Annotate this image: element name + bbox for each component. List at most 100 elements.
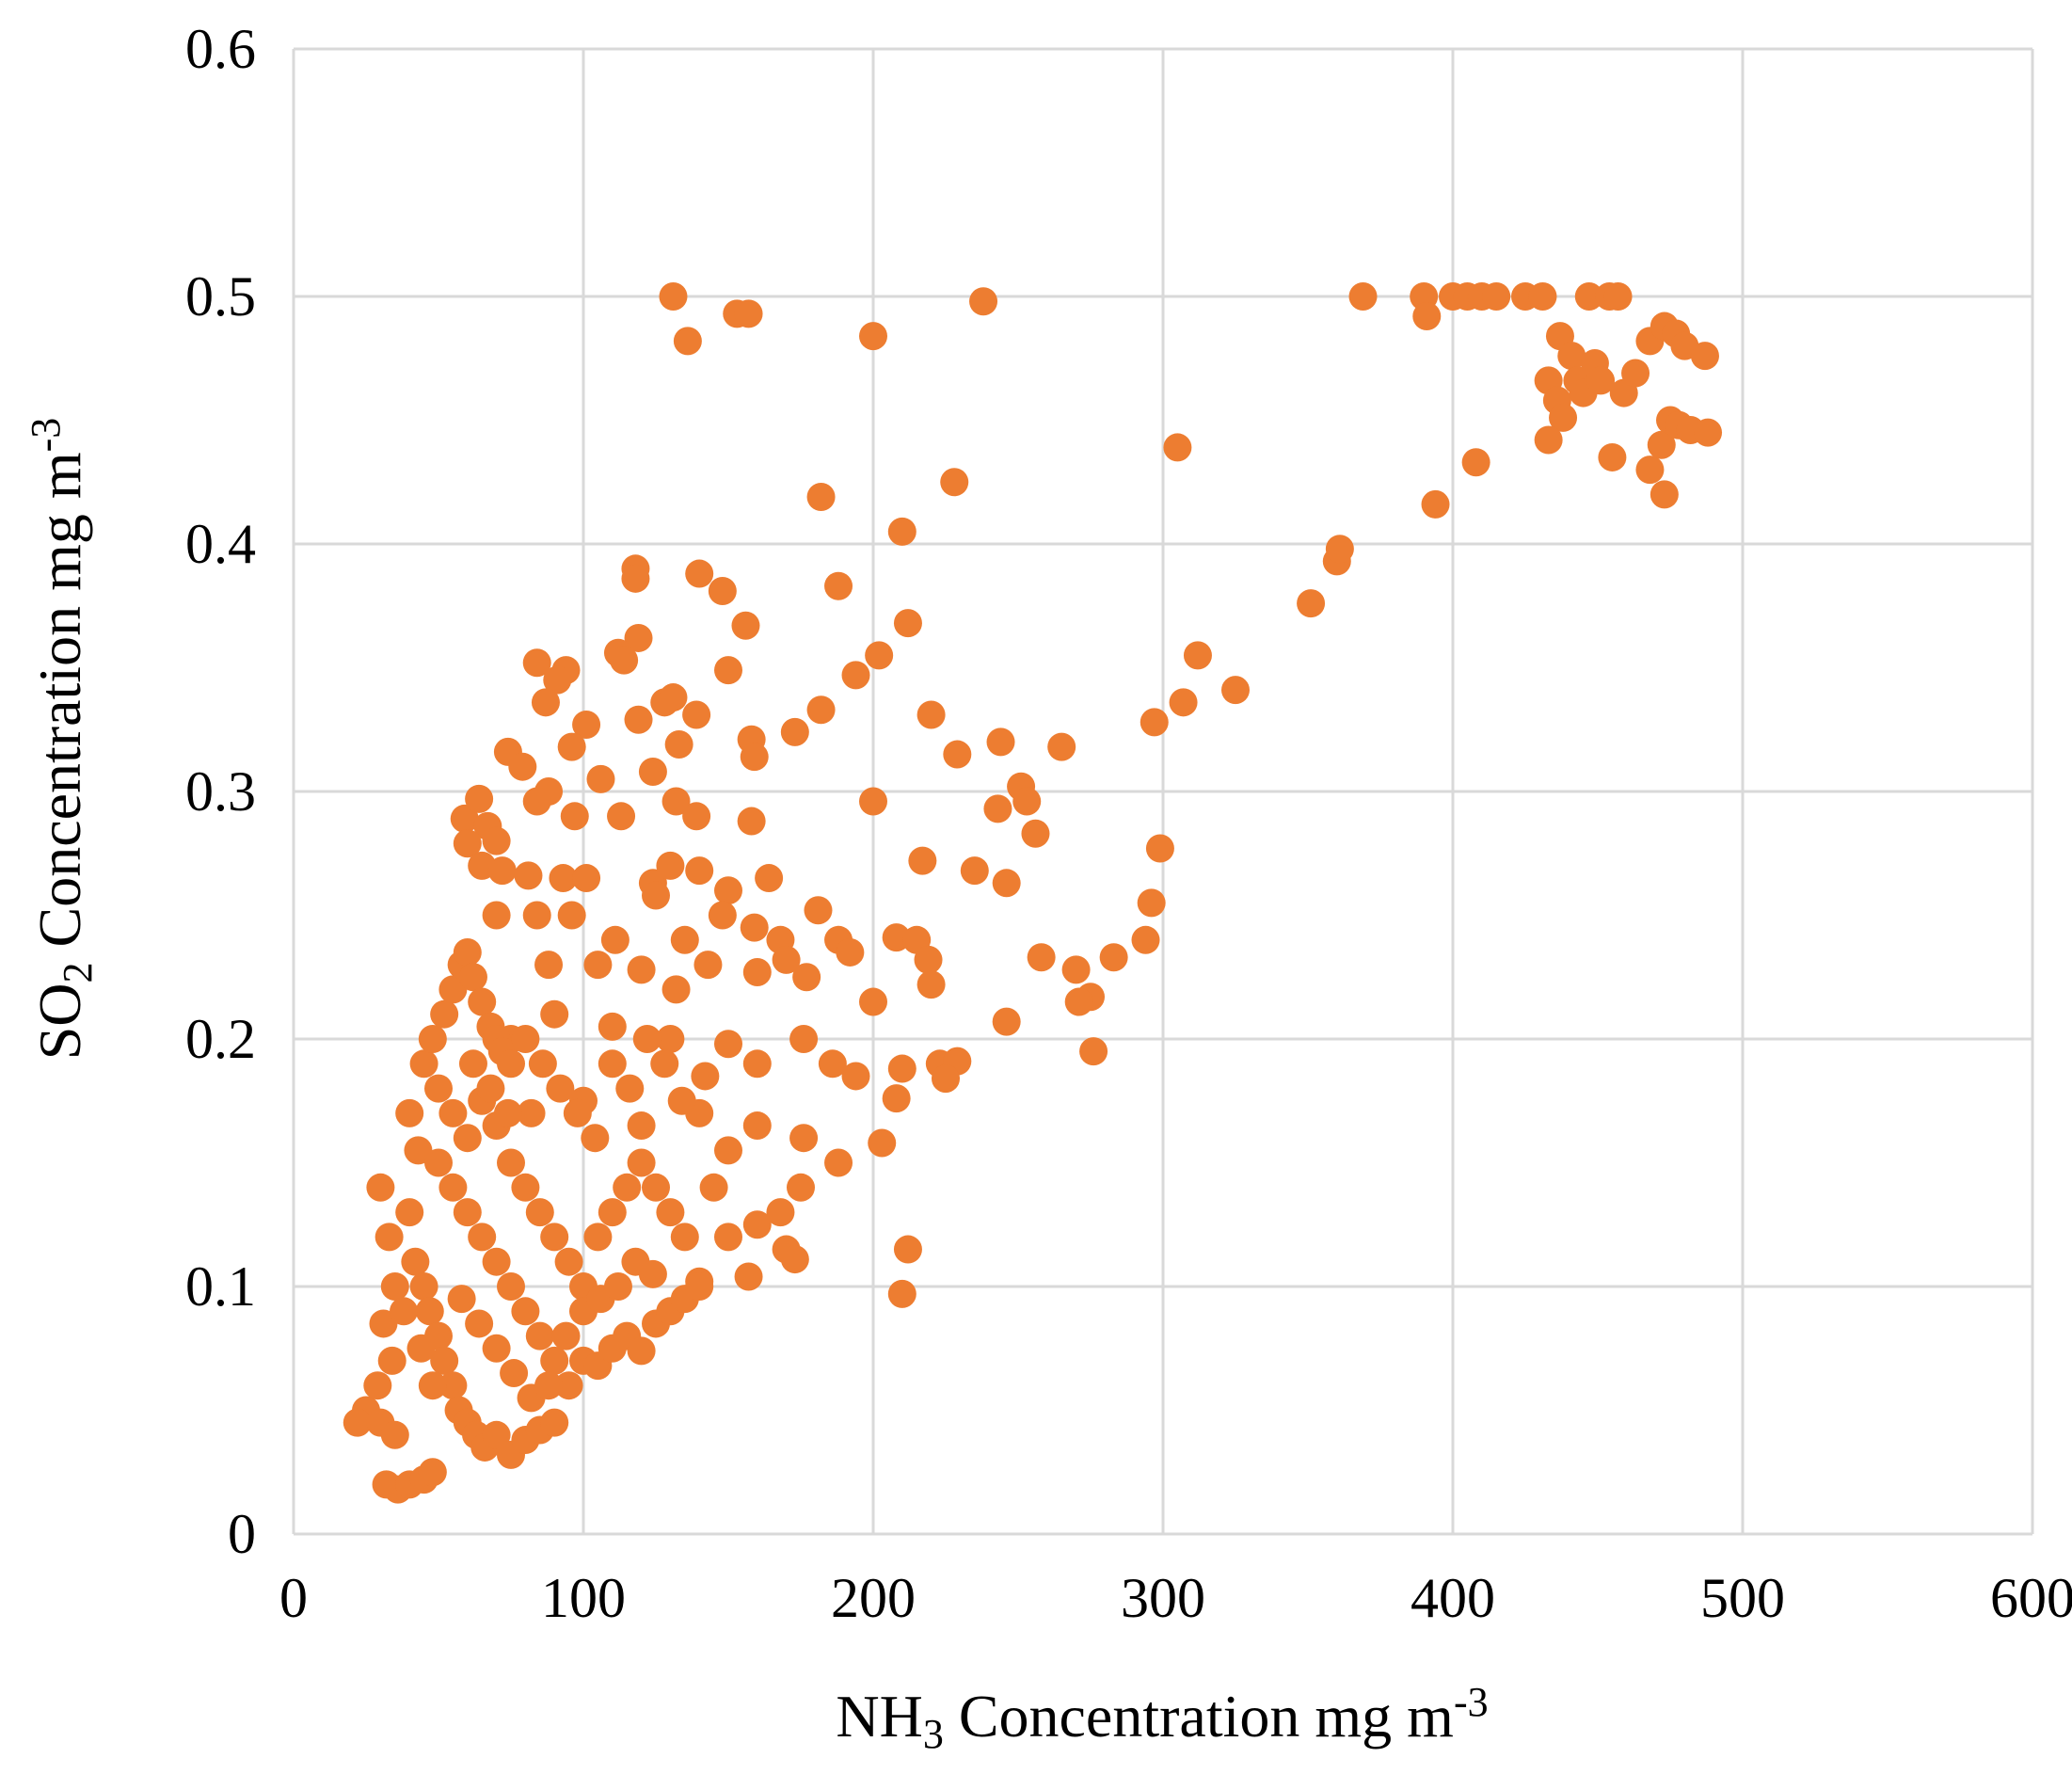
- data-point-151: [693, 951, 723, 980]
- data-point-172: [517, 1098, 546, 1127]
- data-point-212: [453, 937, 482, 967]
- data-point-171: [868, 1128, 897, 1158]
- data-point-124: [685, 856, 714, 886]
- data-point-147: [534, 951, 564, 980]
- x-axis-title-superscript: -3: [1454, 1679, 1489, 1725]
- data-point-267: [627, 1148, 656, 1177]
- data-point-191: [380, 1272, 409, 1301]
- data-point-160: [656, 1025, 685, 1053]
- data-point-28: [1621, 359, 1650, 388]
- y-tick-label-1: 0.1: [185, 1255, 256, 1318]
- data-point-236: [438, 1173, 468, 1202]
- data-point-5: [969, 287, 998, 316]
- data-point-101: [586, 764, 615, 793]
- data-point-299: [418, 1371, 447, 1400]
- data-point-109: [1012, 787, 1042, 816]
- data-point-111: [1021, 819, 1050, 848]
- data-point-70: [893, 609, 922, 638]
- data-point-129: [992, 869, 1021, 898]
- data-point-0: [659, 282, 688, 311]
- data-point-66: [621, 564, 650, 593]
- data-point-214: [468, 987, 497, 1016]
- x-tick-label-2: 200: [831, 1567, 916, 1629]
- data-point-261: [540, 1223, 569, 1252]
- y-tick-label-6: 0.6: [185, 18, 256, 80]
- data-point-43: [1461, 448, 1490, 477]
- data-points: [343, 282, 1723, 1504]
- y-tick-label-0: 0: [228, 1503, 256, 1565]
- data-point-154: [792, 963, 821, 992]
- data-point-239: [482, 1247, 511, 1276]
- data-point-50: [1221, 676, 1250, 705]
- data-point-270: [670, 1223, 699, 1252]
- data-point-82: [659, 683, 688, 712]
- data-point-286: [691, 1062, 720, 1091]
- data-point-293: [551, 1321, 581, 1350]
- data-point-242: [525, 1321, 554, 1350]
- data-point-192: [369, 1309, 398, 1338]
- data-point-51: [1169, 688, 1198, 717]
- data-point-282: [615, 1074, 645, 1103]
- data-point-35: [1598, 442, 1627, 471]
- y-tick-label-5: 0.5: [185, 265, 256, 328]
- data-point-45: [1163, 433, 1192, 462]
- data-point-83: [682, 700, 711, 729]
- y-tick-label-2: 0.2: [185, 1008, 256, 1070]
- data-point-278: [546, 1074, 575, 1103]
- data-point-287: [447, 1285, 476, 1314]
- data-point-103: [638, 757, 667, 786]
- data-point-279: [563, 1098, 592, 1127]
- data-point-137: [740, 913, 769, 942]
- data-point-131: [522, 901, 551, 930]
- data-point-234: [540, 1408, 569, 1437]
- data-point-222: [415, 1297, 444, 1326]
- data-point-182: [714, 1223, 742, 1252]
- data-point-93: [986, 727, 1015, 757]
- data-point-17: [1603, 282, 1633, 311]
- data-point-36: [1635, 455, 1665, 485]
- data-point-218: [497, 1049, 525, 1079]
- data-point-269: [656, 1198, 685, 1227]
- data-point-193: [377, 1346, 406, 1375]
- data-point-49: [1183, 641, 1212, 670]
- data-point-94: [1047, 732, 1076, 761]
- data-point-207: [418, 1025, 447, 1053]
- data-point-277: [528, 1049, 557, 1079]
- data-point-125: [714, 876, 742, 905]
- data-point-64: [824, 571, 853, 600]
- data-point-283: [632, 1025, 661, 1053]
- data-point-145: [916, 970, 946, 999]
- data-point-115: [482, 826, 511, 855]
- data-point-26: [1586, 366, 1616, 395]
- data-point-41: [1694, 418, 1723, 447]
- y-axis-title: SO2 Concentration mg m-3: [23, 418, 101, 1061]
- data-point-237: [453, 1198, 482, 1227]
- y-axis-title-prefix: SO: [26, 983, 93, 1060]
- x-tick-label-5: 500: [1700, 1567, 1785, 1629]
- data-point-180: [766, 1198, 795, 1227]
- data-point-300: [406, 1334, 436, 1363]
- data-point-159: [598, 1012, 627, 1041]
- data-point-121: [572, 864, 601, 893]
- data-point-204: [395, 1098, 424, 1127]
- data-point-221: [409, 1272, 438, 1301]
- data-point-8: [1412, 302, 1442, 331]
- data-point-91: [806, 695, 836, 725]
- data-point-220: [401, 1247, 430, 1276]
- data-point-288: [465, 1309, 494, 1338]
- x-tick-labels: 0 100 200 300 400 500 600: [279, 1567, 2072, 1629]
- data-point-113: [465, 784, 494, 813]
- data-point-238: [468, 1223, 497, 1252]
- data-point-181: [742, 1210, 772, 1239]
- data-point-224: [430, 1346, 459, 1375]
- data-point-128: [960, 856, 989, 886]
- data-point-14: [1528, 282, 1557, 311]
- y-tick-label-3: 0.3: [185, 760, 256, 823]
- data-point-185: [893, 1235, 922, 1264]
- data-point-272: [714, 1136, 742, 1165]
- data-point-85: [557, 732, 586, 761]
- data-point-271: [699, 1173, 728, 1202]
- data-point-276: [511, 1025, 540, 1053]
- data-point-54: [1137, 888, 1166, 918]
- data-point-296: [603, 1272, 632, 1301]
